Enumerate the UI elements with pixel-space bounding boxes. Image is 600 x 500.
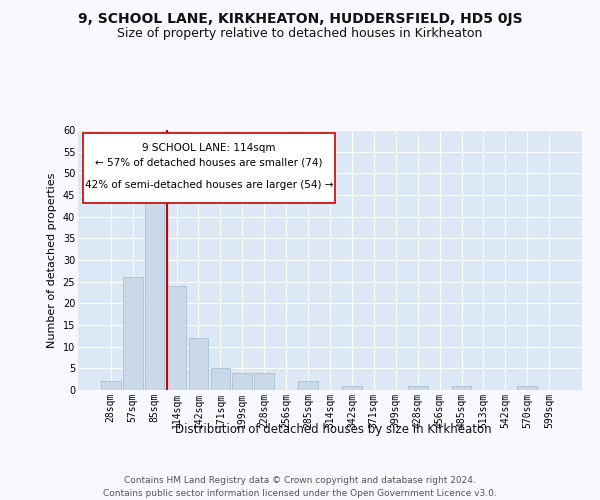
Text: Contains HM Land Registry data © Crown copyright and database right 2024.: Contains HM Land Registry data © Crown c…	[124, 476, 476, 485]
Bar	[342, 386, 362, 390]
Bar	[101, 382, 121, 390]
Bar	[298, 382, 318, 390]
Text: 9, SCHOOL LANE, KIRKHEATON, HUDDERSFIELD, HD5 0JS: 9, SCHOOL LANE, KIRKHEATON, HUDDERSFIELD…	[77, 12, 523, 26]
Bar	[232, 372, 252, 390]
Bar	[123, 278, 143, 390]
Text: ← 57% of detached houses are smaller (74): ← 57% of detached houses are smaller (74…	[95, 158, 323, 168]
Bar	[452, 386, 472, 390]
Bar	[188, 338, 208, 390]
Bar	[167, 286, 187, 390]
Text: 9 SCHOOL LANE: 114sqm: 9 SCHOOL LANE: 114sqm	[142, 143, 276, 153]
Text: Distribution of detached houses by size in Kirkheaton: Distribution of detached houses by size …	[175, 422, 491, 436]
Text: Contains public sector information licensed under the Open Government Licence v3: Contains public sector information licen…	[103, 489, 497, 498]
Bar	[254, 372, 274, 390]
Text: Size of property relative to detached houses in Kirkheaton: Size of property relative to detached ho…	[118, 28, 482, 40]
Y-axis label: Number of detached properties: Number of detached properties	[47, 172, 57, 348]
Text: 42% of semi-detached houses are larger (54) →: 42% of semi-detached houses are larger (…	[85, 180, 333, 190]
Bar	[211, 368, 230, 390]
Bar	[517, 386, 537, 390]
Bar	[145, 182, 164, 390]
FancyBboxPatch shape	[83, 132, 335, 203]
Bar	[408, 386, 428, 390]
